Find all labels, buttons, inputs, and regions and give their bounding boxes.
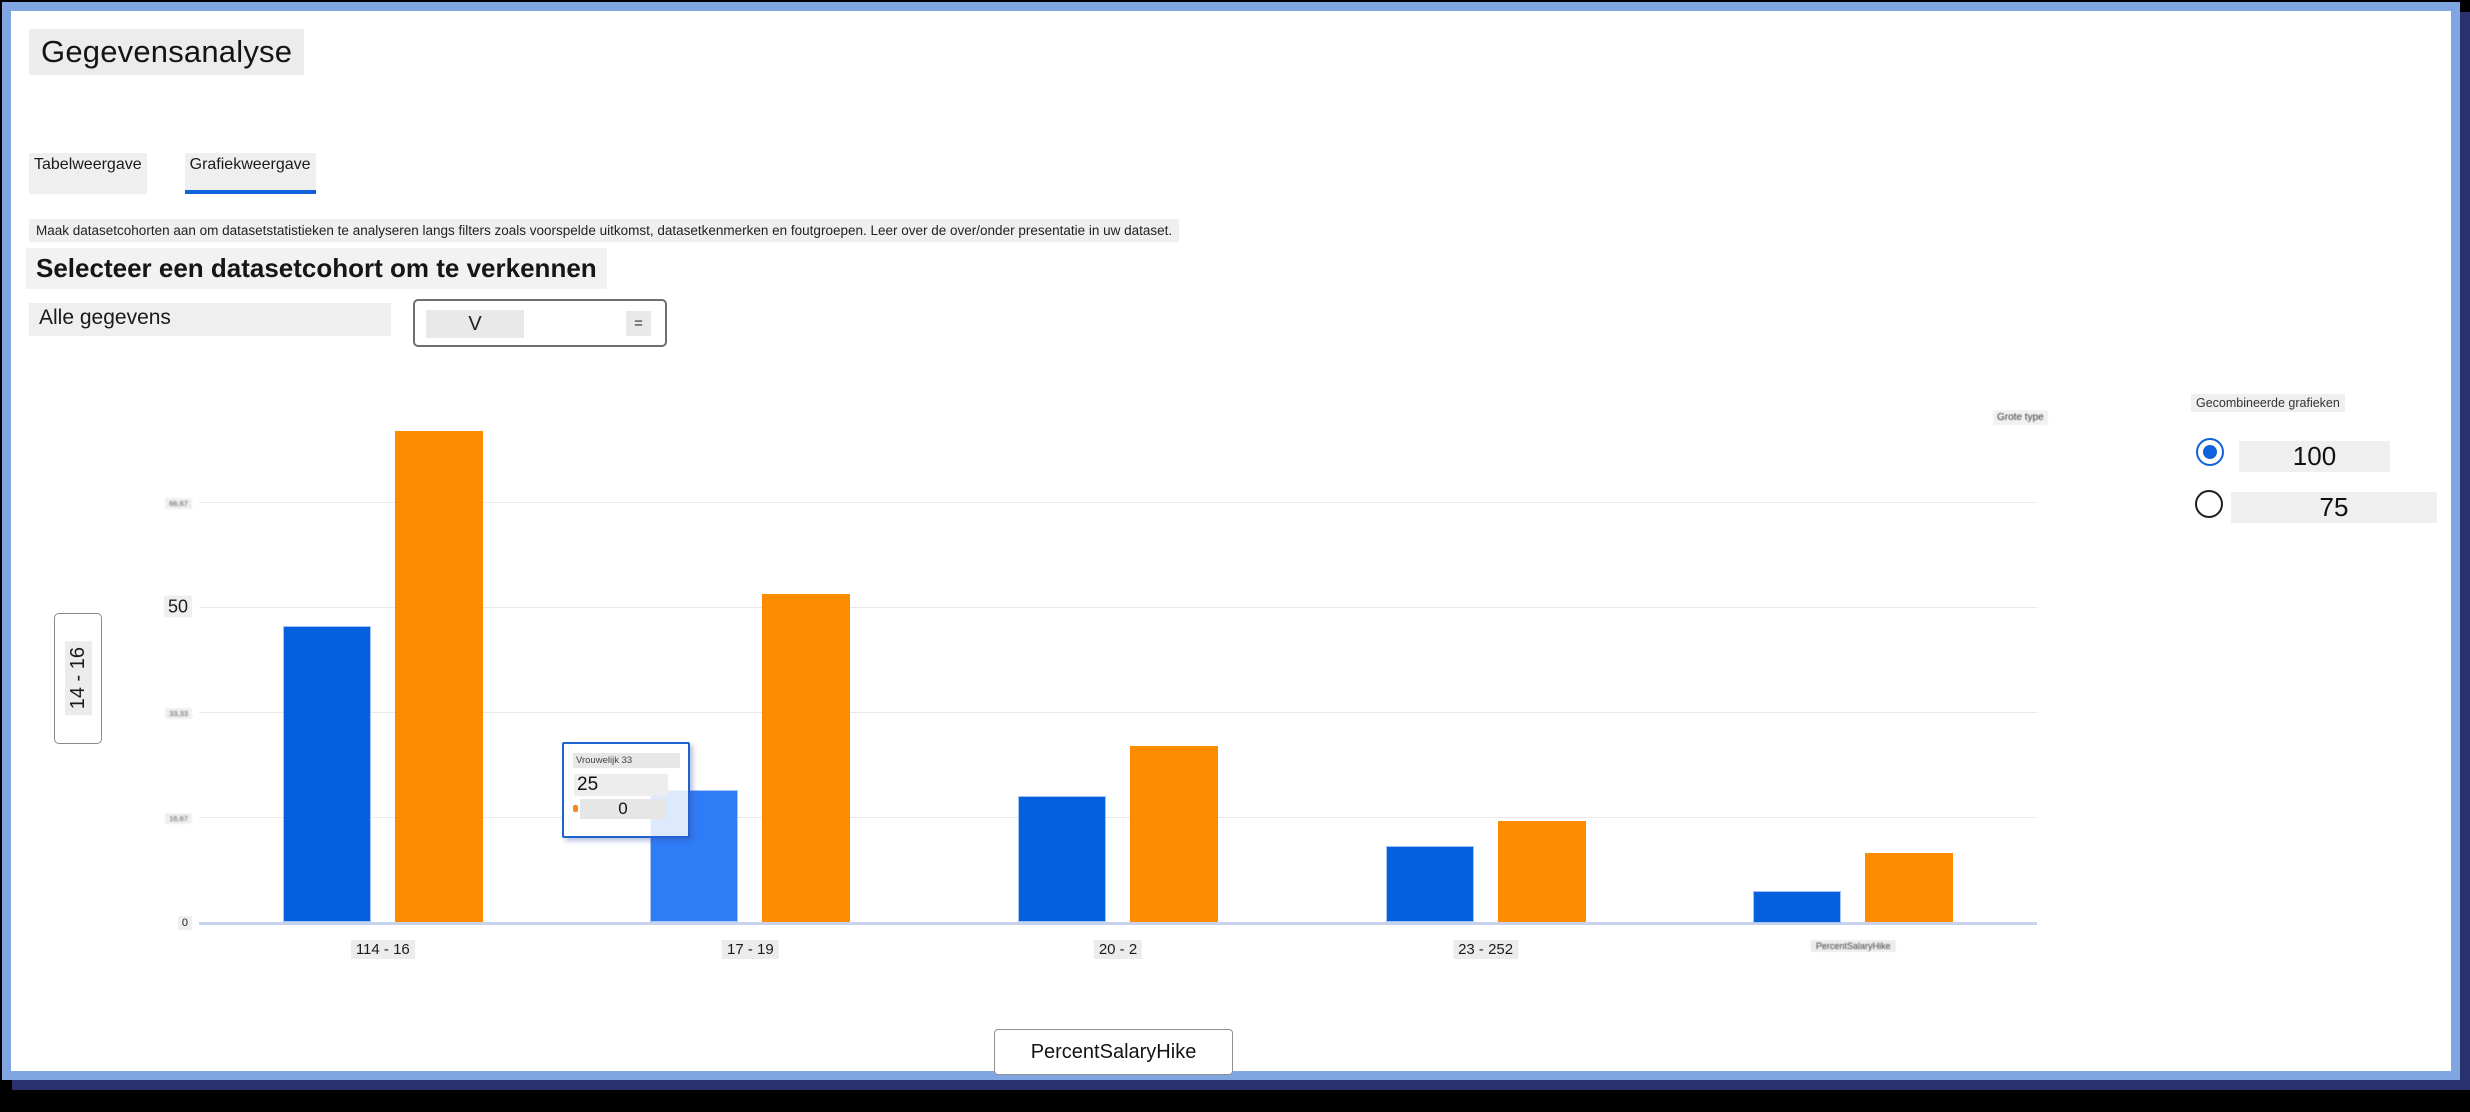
gridline [199, 712, 2037, 714]
tooltip-secondary-value: 0 [573, 799, 666, 819]
y-tick-label: 0 [104, 913, 192, 931]
tab-bar: Tabelweergave Grafiekweergave [29, 153, 316, 194]
chart-tooltip: Vrouwelijk 33 25 0 [562, 742, 690, 838]
radio-option-100[interactable] [2196, 438, 2224, 466]
gridline [199, 607, 2037, 608]
tab-grafiekweergave[interactable]: Grafiekweergave [184, 153, 316, 194]
y-tick-label: 33,33 [104, 703, 192, 721]
equals-icon: = [626, 311, 651, 336]
y-axis-selector-label: 14 - 16 [64, 641, 92, 716]
radio-label-75: 75 [2231, 492, 2437, 523]
cohort-label: Alle gegevens [29, 303, 391, 336]
x-axis-selector-button[interactable]: PercentSalaryHike [994, 1029, 1233, 1075]
cohort-dropdown[interactable]: V = [413, 299, 667, 347]
tooltip-title: Vrouwelijk 33 [573, 753, 680, 768]
x-tick-label: 114 - 16 [350, 940, 415, 959]
tab-tabelweergave[interactable]: Tabelweergave [29, 153, 147, 194]
bar-series-oranje-4[interactable] [1497, 821, 1586, 923]
radio-option-75[interactable] [2195, 490, 2223, 518]
bar-series-oranje-3[interactable] [1130, 745, 1218, 922]
x-tick-label: 17 - 19 [722, 940, 779, 959]
x-tick-label: 23 - 252 [1453, 940, 1519, 959]
app-window: Gegevensanalyse Tabelweergave Grafiekweer… [2, 2, 2460, 1080]
x-axis-line [199, 922, 2037, 925]
bar-series-oranje-2[interactable] [762, 594, 851, 923]
bar-series-oranje-5[interactable] [1865, 852, 1954, 922]
y-tick-label: 66,67 [104, 493, 192, 511]
x-tick-label: 20 - 2 [1093, 940, 1143, 959]
bar-series-blauw-3[interactable] [1018, 796, 1106, 922]
description-text: Maak datasetcohorten aan om datasetstati… [29, 219, 1180, 242]
chart-type-label: Grote type [1993, 410, 2048, 425]
x-tick-label: PercentSalaryHike [1810, 940, 1896, 952]
y-axis-selector-button[interactable]: 14 - 16 [54, 613, 102, 744]
gridline [199, 501, 2037, 503]
orange-series-marker-icon [573, 805, 578, 812]
gridline [199, 816, 2037, 818]
radio-label-100: 100 [2239, 441, 2390, 472]
y-tick-label: 50 [104, 595, 192, 618]
bar-series-oranje-1[interactable] [394, 430, 483, 922]
chevron-down-icon: V [426, 310, 524, 338]
bar-series-blauw-5[interactable] [1753, 890, 1842, 923]
tooltip-primary-value: 25 [574, 774, 668, 796]
side-panel-title: Gecombineerde grafieken [2191, 394, 2345, 412]
y-tick-label: 16,67 [104, 808, 192, 826]
bar-series-blauw-4[interactable] [1385, 846, 1474, 923]
section-heading: Selecteer een datasetcohort om te verken… [26, 248, 607, 289]
bar-series-blauw-1[interactable] [282, 625, 371, 922]
page-title: Gegevensanalyse [29, 29, 305, 75]
radio-selected-dot-icon [2203, 445, 2217, 459]
